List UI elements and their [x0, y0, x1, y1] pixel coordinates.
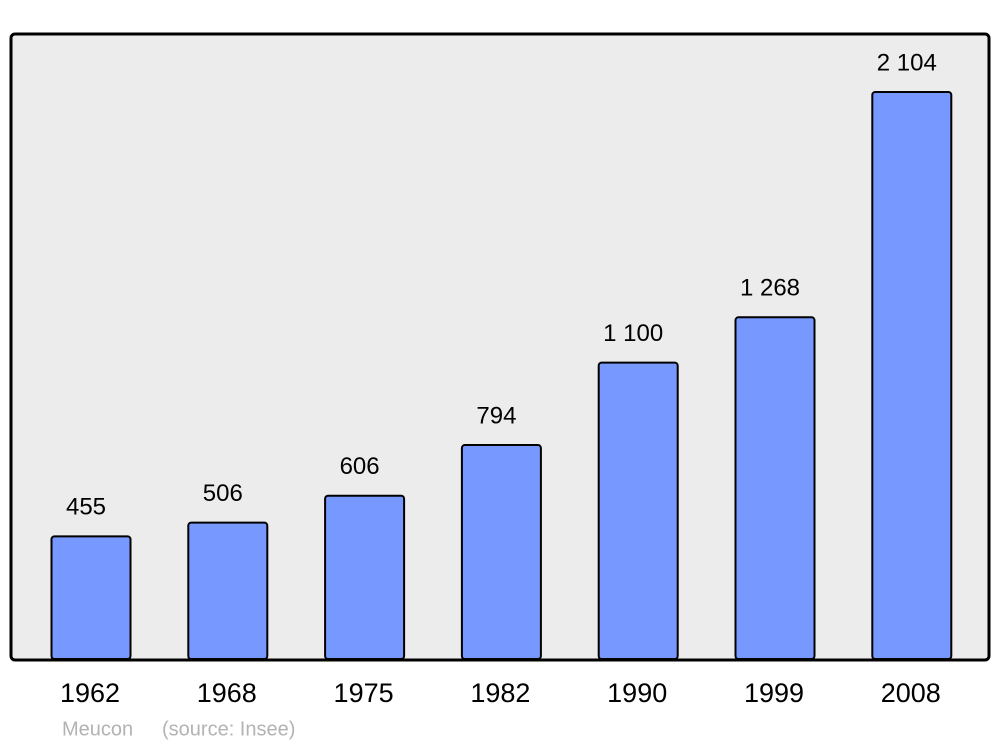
x-tick-label: 1982: [470, 678, 530, 708]
bar: [50, 535, 132, 660]
bar: [597, 361, 679, 660]
bar: [187, 521, 269, 660]
bar: [871, 91, 953, 660]
bar: [734, 316, 816, 660]
bar: [460, 444, 542, 660]
value-label: 1 268: [740, 275, 800, 302]
x-tick-label: 1975: [334, 678, 394, 708]
x-tick-label: 1990: [607, 678, 667, 708]
x-tick-label: 1999: [744, 678, 804, 708]
x-tick-label: 1962: [60, 678, 120, 708]
value-label: 506: [203, 480, 243, 507]
bar: [324, 494, 406, 660]
caption: Meucon: [62, 718, 133, 740]
value-label: 794: [476, 402, 516, 429]
x-tick-label: 2008: [881, 678, 941, 708]
value-label: 606: [340, 453, 380, 480]
source: (source: Insee): [162, 718, 295, 740]
value-label: 455: [66, 494, 106, 521]
x-tick-label: 1968: [197, 678, 257, 708]
value-label: 1 100: [603, 320, 663, 347]
value-label: 2 104: [877, 49, 937, 76]
